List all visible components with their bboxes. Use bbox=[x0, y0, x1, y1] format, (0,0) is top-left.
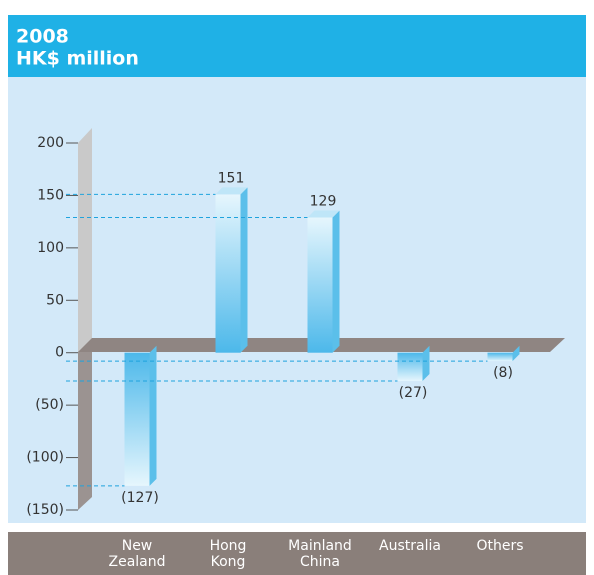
x-tick-label: Others bbox=[476, 538, 524, 554]
bar-side bbox=[332, 210, 340, 353]
bar bbox=[487, 352, 513, 362]
x-tick-label: Australia bbox=[379, 538, 441, 554]
bar bbox=[307, 217, 333, 353]
value-label: (127) bbox=[121, 490, 159, 506]
bar-side bbox=[422, 345, 430, 382]
chart-title: 2008 bbox=[16, 26, 69, 48]
x-tick-label: New Zealand bbox=[108, 538, 166, 570]
bar bbox=[397, 352, 423, 382]
header bbox=[8, 15, 586, 77]
bar-top bbox=[307, 210, 340, 218]
axis-wall-lower bbox=[78, 340, 92, 510]
value-label: (27) bbox=[399, 385, 428, 401]
chart-subtitle: HK$ million bbox=[16, 48, 139, 70]
y-tick-label: (150) bbox=[26, 502, 64, 518]
y-tick-label: (50) bbox=[35, 397, 64, 413]
axis-wall-upper bbox=[78, 128, 92, 352]
y-tick-label: (100) bbox=[26, 450, 64, 466]
y-tick-label: 0 bbox=[55, 345, 64, 361]
category-band bbox=[8, 532, 586, 575]
x-tick-label: Hong Kong bbox=[209, 538, 247, 570]
y-tick-label: 50 bbox=[46, 292, 64, 308]
bar bbox=[215, 194, 241, 353]
bar-side bbox=[149, 345, 157, 486]
value-label: 151 bbox=[218, 170, 245, 186]
bar bbox=[124, 352, 150, 486]
bar-side bbox=[512, 345, 520, 362]
value-label: (8) bbox=[493, 365, 513, 381]
y-tick-label: 150 bbox=[37, 187, 64, 203]
y-tick-label: 100 bbox=[37, 240, 64, 256]
plot-background bbox=[8, 77, 586, 523]
value-label: 129 bbox=[310, 193, 337, 209]
bar-side bbox=[240, 187, 248, 353]
bar-top bbox=[215, 187, 248, 195]
y-tick-label: 200 bbox=[37, 135, 64, 151]
x-tick-label: Mainland China bbox=[288, 538, 352, 570]
